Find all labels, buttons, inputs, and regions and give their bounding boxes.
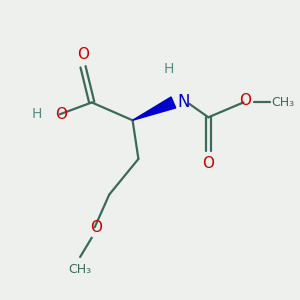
Text: H: H [31,107,42,121]
Polygon shape [133,97,176,120]
Text: CH₃: CH₃ [271,96,294,109]
Text: CH₃: CH₃ [68,263,92,276]
Text: O: O [202,156,214,171]
Text: O: O [55,107,67,122]
Text: O: O [239,94,251,109]
Text: N: N [178,93,190,111]
Text: H: H [164,62,174,76]
Text: O: O [90,220,102,235]
Text: O: O [77,47,89,62]
